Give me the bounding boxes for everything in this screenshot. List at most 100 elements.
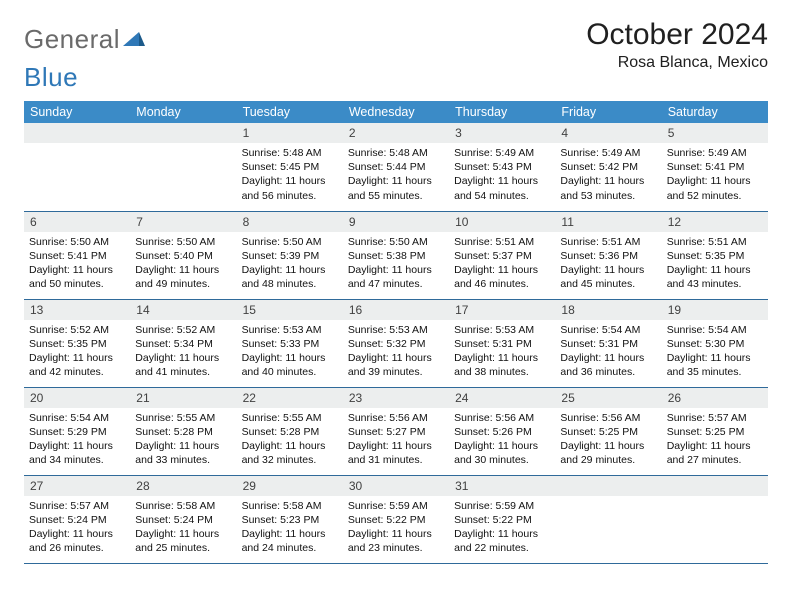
- day-cell: 18Sunrise: 5:54 AMSunset: 5:31 PMDayligh…: [555, 299, 661, 387]
- day-cell: 19Sunrise: 5:54 AMSunset: 5:30 PMDayligh…: [662, 299, 768, 387]
- sunset-line: Sunset: 5:31 PM: [560, 337, 656, 351]
- sunrise-line: Sunrise: 5:54 AM: [560, 323, 656, 337]
- day-details: Sunrise: 5:56 AMSunset: 5:25 PMDaylight:…: [555, 408, 661, 472]
- day-details: Sunrise: 5:50 AMSunset: 5:38 PMDaylight:…: [343, 232, 449, 296]
- sunset-line: Sunset: 5:41 PM: [667, 160, 763, 174]
- sunset-line: Sunset: 5:36 PM: [560, 249, 656, 263]
- sunrise-line: Sunrise: 5:55 AM: [242, 411, 338, 425]
- day-cell: 16 Sunrise: 5:53 AMSunset: 5:32 PMDayligh…: [343, 299, 449, 387]
- day-cell: 15Sunrise: 5:53 AMSunset: 5:33 PMDayligh…: [237, 299, 343, 387]
- day-cell: 9Sunrise: 5:50 AMSunset: 5:38 PMDaylight…: [343, 211, 449, 299]
- sunrise-line: Sunrise: 5:59 AM: [348, 499, 444, 513]
- sunset-line: Sunset: 5:23 PM: [242, 513, 338, 527]
- day-number: 31: [449, 476, 555, 496]
- sunrise-line: Sunrise: 5:49 AM: [454, 146, 550, 160]
- day-details: Sunrise: 5:51 AMSunset: 5:35 PMDaylight:…: [662, 232, 768, 296]
- sunset-line: Sunset: 5:26 PM: [454, 425, 550, 439]
- day-details: Sunrise: 5:49 AMSunset: 5:43 PMDaylight:…: [449, 143, 555, 207]
- daylight-line: Daylight: 11 hours and 27 minutes.: [667, 439, 763, 467]
- daylight-line: Daylight: 11 hours and 38 minutes.: [454, 351, 550, 379]
- sunset-line: Sunset: 5:32 PM: [348, 337, 444, 351]
- empty-cell: [24, 123, 130, 211]
- day-cell: 29Sunrise: 5:58 AMSunset: 5:23 PMDayligh…: [237, 475, 343, 563]
- logo-text-2: Blue: [24, 62, 78, 93]
- calendar-body: 1Sunrise: 5:48 AMSunset: 5:45 PMDaylight…: [24, 123, 768, 563]
- day-details: Sunrise: 5:51 AMSunset: 5:37 PMDaylight:…: [449, 232, 555, 296]
- day-cell: 30Sunrise: 5:59 AMSunset: 5:22 PMDayligh…: [343, 475, 449, 563]
- day-details: Sunrise: 5:49 AMSunset: 5:42 PMDaylight:…: [555, 143, 661, 207]
- day-details: Sunrise: 5:55 AMSunset: 5:28 PMDaylight:…: [237, 408, 343, 472]
- sunrise-line: Sunrise: 5:57 AM: [29, 499, 125, 513]
- day-number: 5: [662, 123, 768, 143]
- daylight-line: Daylight: 11 hours and 34 minutes.: [29, 439, 125, 467]
- day-cell: 24Sunrise: 5:56 AMSunset: 5:26 PMDayligh…: [449, 387, 555, 475]
- daylight-line: Daylight: 11 hours and 54 minutes.: [454, 174, 550, 202]
- day-number: 7: [130, 212, 236, 232]
- day-cell: 23Sunrise: 5:56 AMSunset: 5:27 PMDayligh…: [343, 387, 449, 475]
- day-details: Sunrise: 5:54 AMSunset: 5:30 PMDaylight:…: [662, 320, 768, 384]
- day-details: Sunrise: 5:55 AMSunset: 5:28 PMDaylight:…: [130, 408, 236, 472]
- day-number: 17: [449, 300, 555, 320]
- sunset-line: Sunset: 5:45 PM: [242, 160, 338, 174]
- sunrise-line: Sunrise: 5:55 AM: [135, 411, 231, 425]
- daylight-line: Daylight: 11 hours and 35 minutes.: [667, 351, 763, 379]
- day-number: 16: [343, 300, 449, 320]
- day-details: Sunrise: 5:52 AMSunset: 5:34 PMDaylight:…: [130, 320, 236, 384]
- day-cell: 17Sunrise: 5:53 AMSunset: 5:31 PMDayligh…: [449, 299, 555, 387]
- month-title: October 2024: [586, 18, 768, 52]
- day-cell: 27Sunrise: 5:57 AMSunset: 5:24 PMDayligh…: [24, 475, 130, 563]
- sunset-line: Sunset: 5:29 PM: [29, 425, 125, 439]
- day-number: 28: [130, 476, 236, 496]
- day-cell: 5Sunrise: 5:49 AMSunset: 5:41 PMDaylight…: [662, 123, 768, 211]
- daylight-line: Daylight: 11 hours and 23 minutes.: [348, 527, 444, 555]
- day-cell: 13Sunrise: 5:52 AMSunset: 5:35 PMDayligh…: [24, 299, 130, 387]
- sunrise-line: Sunrise: 5:49 AM: [560, 146, 656, 160]
- sunset-line: Sunset: 5:33 PM: [242, 337, 338, 351]
- daylight-line: Daylight: 11 hours and 52 minutes.: [667, 174, 763, 202]
- day-details: Sunrise: 5:59 AMSunset: 5:22 PMDaylight:…: [449, 496, 555, 560]
- day-cell: 26Sunrise: 5:57 AMSunset: 5:25 PMDayligh…: [662, 387, 768, 475]
- sunset-line: Sunset: 5:43 PM: [454, 160, 550, 174]
- day-cell: 22Sunrise: 5:55 AMSunset: 5:28 PMDayligh…: [237, 387, 343, 475]
- day-details: Sunrise: 5:52 AMSunset: 5:35 PMDaylight:…: [24, 320, 130, 384]
- sunrise-line: Sunrise: 5:48 AM: [348, 146, 444, 160]
- day-number: 13: [24, 300, 130, 320]
- daylight-line: Daylight: 11 hours and 55 minutes.: [348, 174, 444, 202]
- sunrise-line: Sunrise: 5:53 AM: [242, 323, 338, 337]
- weekday-header: Thursday: [449, 101, 555, 123]
- day-cell: 14Sunrise: 5:52 AMSunset: 5:34 PMDayligh…: [130, 299, 236, 387]
- daylight-line: Daylight: 11 hours and 22 minutes.: [454, 527, 550, 555]
- daylight-line: Daylight: 11 hours and 48 minutes.: [242, 263, 338, 291]
- sunrise-line: Sunrise: 5:51 AM: [454, 235, 550, 249]
- day-number: 6: [24, 212, 130, 232]
- sunrise-line: Sunrise: 5:56 AM: [348, 411, 444, 425]
- sunrise-line: Sunrise: 5:53 AM: [348, 323, 444, 337]
- day-details: Sunrise: 5:58 AMSunset: 5:23 PMDaylight:…: [237, 496, 343, 560]
- day-details: Sunrise: 5:58 AMSunset: 5:24 PMDaylight:…: [130, 496, 236, 560]
- sunset-line: Sunset: 5:24 PM: [135, 513, 231, 527]
- day-cell: 12Sunrise: 5:51 AMSunset: 5:35 PMDayligh…: [662, 211, 768, 299]
- sunrise-line: Sunrise: 5:50 AM: [29, 235, 125, 249]
- sunrise-line: Sunrise: 5:57 AM: [667, 411, 763, 425]
- day-details: Sunrise: 5:50 AMSunset: 5:39 PMDaylight:…: [237, 232, 343, 296]
- day-number: 9: [343, 212, 449, 232]
- sunset-line: Sunset: 5:35 PM: [667, 249, 763, 263]
- day-details: Sunrise: 5:49 AMSunset: 5:41 PMDaylight:…: [662, 143, 768, 207]
- daylight-line: Daylight: 11 hours and 53 minutes.: [560, 174, 656, 202]
- daylight-line: Daylight: 11 hours and 39 minutes.: [348, 351, 444, 379]
- day-number: 4: [555, 123, 661, 143]
- sunrise-line: Sunrise: 5:51 AM: [667, 235, 763, 249]
- sunset-line: Sunset: 5:42 PM: [560, 160, 656, 174]
- day-cell: 10Sunrise: 5:51 AMSunset: 5:37 PMDayligh…: [449, 211, 555, 299]
- calendar-row: 13Sunrise: 5:52 AMSunset: 5:35 PMDayligh…: [24, 299, 768, 387]
- day-number: 15: [237, 300, 343, 320]
- weekday-header: Tuesday: [237, 101, 343, 123]
- day-number: 11: [555, 212, 661, 232]
- sunset-line: Sunset: 5:28 PM: [242, 425, 338, 439]
- sunset-line: Sunset: 5:28 PM: [135, 425, 231, 439]
- sunrise-line: Sunrise: 5:54 AM: [29, 411, 125, 425]
- sunrise-line: Sunrise: 5:52 AM: [29, 323, 125, 337]
- weekday-header: Sunday: [24, 101, 130, 123]
- day-number: 23: [343, 388, 449, 408]
- sunrise-line: Sunrise: 5:58 AM: [242, 499, 338, 513]
